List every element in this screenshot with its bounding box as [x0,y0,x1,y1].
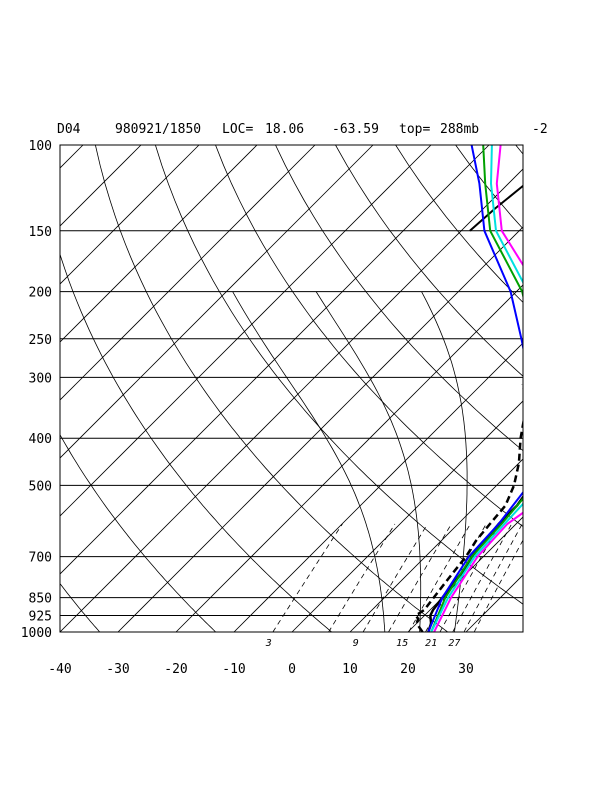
temperature-tick-label: 20 [400,662,416,677]
chart-header: D04 980921/1850 LOC= 18.06 -63.59 top= 2… [57,122,548,137]
date-time: 980921/1850 [115,122,201,137]
mixing-ratio-label: 9 [353,638,359,649]
dry-adiabat-line [215,145,523,528]
isotherm-line [175,284,523,632]
temperature-tick-label: -40 [48,662,71,677]
moist-adiabat-line [315,291,422,632]
isotherm-line [60,168,523,632]
isotherm-line [524,145,612,632]
dry-adiabat-line [95,145,448,632]
pressure-tick-label: 850 [29,592,52,607]
isotherm-line [349,458,523,632]
profile-series-line [433,145,523,632]
pressure-tick-label: 925 [29,610,52,625]
isotherm-line [60,145,316,401]
isotherm-line [60,145,490,575]
mixing-ratio-line [362,523,428,632]
top-value: 288mb [440,122,479,137]
extra-value: -2 [532,122,548,137]
temperature-tick-label: -10 [222,662,245,677]
dry-adiabat-line [155,145,523,605]
temperature-tick-label: -20 [164,662,187,677]
temperature-tick-label: 30 [458,662,474,677]
temperature-tick-label: 0 [288,662,296,677]
isotherm-line [60,145,374,459]
moist-adiabat-line [232,291,386,632]
pressure-tick-label: 300 [29,371,52,386]
mixing-ratio-line [388,523,452,632]
isotherm-line [60,145,258,343]
isotherm-line [291,400,523,632]
loc-label: LOC= [222,122,253,137]
mixing-ratio-line [408,523,471,632]
pressure-tick-label: 400 [29,432,52,447]
pressure-tick-label: 150 [29,225,52,240]
isotherm-line [407,516,523,632]
mixing-ratio-label: 3 [265,638,272,649]
moist-adiabat-line [421,291,468,632]
longitude: -63.59 [332,122,379,137]
mixing-ratio-line [328,523,396,632]
profile-series-line [414,384,523,632]
dry-adiabat-line [515,145,523,155]
pressure-tick-label: 500 [29,479,52,494]
pressure-tick-label: 1000 [21,626,52,641]
profile-series-line [427,145,523,632]
dry-adiabat-line [576,145,612,632]
dry-adiabat-line [395,145,523,303]
mixing-ratio-label: 27 [448,638,460,649]
pressure-tick-label: 700 [29,551,52,566]
latitude: 18.06 [265,122,304,137]
isotherm-line [60,145,200,285]
temperature-tick-label: 10 [342,662,358,677]
isotherm-line [60,145,432,517]
mixing-ratio-labels: 3 9 15 21 27 [265,638,461,649]
pressure-tick-label: 250 [29,333,52,348]
dry-adiabat-line [455,145,523,230]
isotherm-line [117,226,523,632]
temperature-tick-label: -30 [106,662,129,677]
dry-adiabat-line [275,145,523,452]
isotherm-line [233,342,523,632]
mixing-ratio-label: 15 [396,638,408,649]
thermo-background [0,145,612,632]
mixing-ratio-label: 21 [425,638,437,649]
profile-series-line [427,495,523,632]
profile-series [414,145,523,632]
pressure-tick-label: 100 [29,139,52,154]
station-id: D04 [57,122,81,137]
mixing-ratio-line [272,523,343,632]
profile-series-line [430,145,523,632]
temperature-axis: -40 -30 -20 -10 0 10 20 30 [48,662,474,677]
isotherm-line [582,145,612,632]
pressure-tick-label: 200 [29,286,52,301]
top-label: top= [399,122,430,137]
plot-frame [59,144,524,633]
isotherm-line [0,145,25,632]
profile-series-line [430,145,523,632]
